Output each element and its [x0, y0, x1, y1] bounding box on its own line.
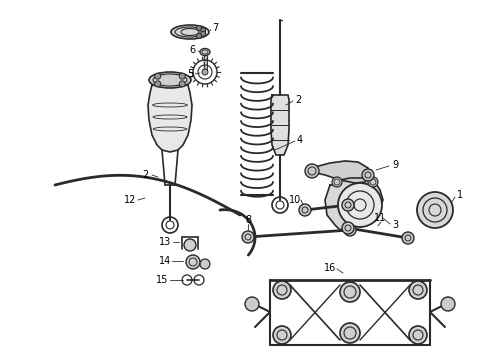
Circle shape: [273, 281, 291, 299]
Circle shape: [273, 326, 291, 344]
Ellipse shape: [200, 49, 210, 55]
Polygon shape: [310, 161, 370, 183]
Circle shape: [184, 239, 196, 251]
Text: 9: 9: [392, 160, 398, 170]
Text: 14: 14: [159, 256, 171, 266]
Text: 4: 4: [297, 135, 303, 145]
Circle shape: [342, 199, 354, 211]
Text: 16: 16: [324, 263, 336, 273]
Circle shape: [201, 31, 206, 36]
Text: 8: 8: [245, 215, 251, 225]
Text: 2: 2: [295, 95, 301, 105]
Circle shape: [155, 73, 161, 79]
Circle shape: [342, 222, 354, 234]
Circle shape: [409, 281, 427, 299]
Circle shape: [201, 28, 206, 33]
Circle shape: [245, 297, 259, 311]
Text: 5: 5: [187, 69, 193, 79]
Circle shape: [344, 224, 356, 236]
Circle shape: [305, 164, 319, 178]
Text: 11: 11: [374, 213, 386, 223]
Circle shape: [338, 183, 382, 227]
Polygon shape: [148, 85, 192, 152]
Circle shape: [417, 192, 453, 228]
Circle shape: [299, 204, 311, 216]
Polygon shape: [271, 95, 289, 155]
Circle shape: [242, 231, 254, 243]
Polygon shape: [325, 178, 383, 230]
Circle shape: [202, 69, 208, 75]
Text: 2: 2: [142, 170, 148, 180]
Circle shape: [200, 259, 210, 269]
Text: 3: 3: [392, 220, 398, 230]
Circle shape: [402, 232, 414, 244]
Text: 7: 7: [212, 23, 218, 33]
Circle shape: [196, 26, 201, 31]
Circle shape: [441, 297, 455, 311]
Circle shape: [179, 81, 185, 87]
Circle shape: [368, 177, 378, 187]
Text: 13: 13: [159, 237, 171, 247]
Circle shape: [340, 282, 360, 302]
Text: 12: 12: [124, 195, 136, 205]
Circle shape: [362, 169, 374, 181]
Text: 15: 15: [156, 275, 168, 285]
Text: 1: 1: [457, 190, 463, 200]
Text: 6: 6: [189, 45, 195, 55]
Text: 10: 10: [289, 195, 301, 205]
Circle shape: [332, 177, 342, 187]
Circle shape: [179, 73, 185, 79]
Circle shape: [340, 323, 360, 343]
Circle shape: [155, 81, 161, 87]
Circle shape: [409, 326, 427, 344]
Ellipse shape: [171, 25, 209, 39]
Circle shape: [196, 33, 201, 38]
Circle shape: [186, 255, 200, 269]
Ellipse shape: [149, 72, 191, 88]
